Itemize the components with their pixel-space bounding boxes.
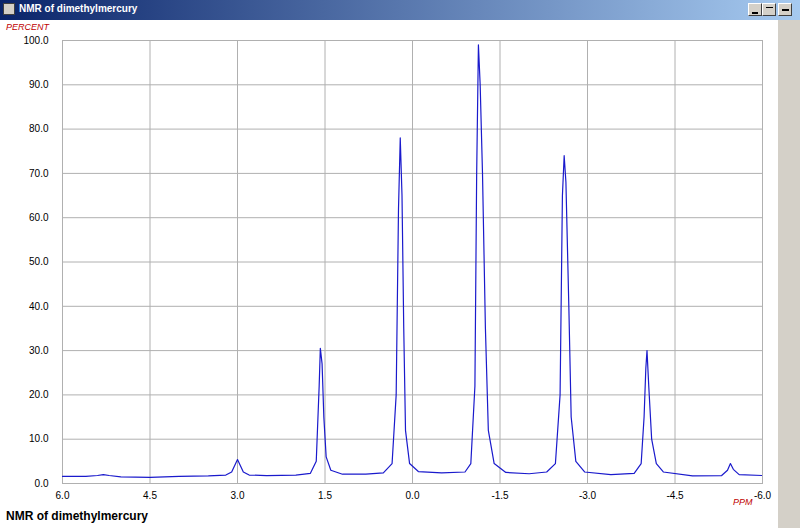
svg-text:-6.0: -6.0	[754, 490, 772, 501]
svg-text:1.5: 1.5	[318, 490, 332, 501]
svg-text:100.0: 100.0	[23, 35, 48, 46]
html-text:NMR of dimethylmercury: NMR of dimethylmercury	[6, 509, 148, 523]
html-text:PERCENT: PERCENT	[6, 22, 49, 32]
html-text:NMR of dimethylmercury: NMR of dimethylmercury	[19, 3, 138, 14]
svg-text:0.0: 0.0	[35, 478, 49, 489]
svg-text:-1.5: -1.5	[491, 490, 509, 501]
svg-text:0.0: 0.0	[406, 490, 420, 501]
svg-text:90.0: 90.0	[29, 79, 49, 90]
svg-text:-4.5: -4.5	[666, 490, 684, 501]
svg-text:20.0: 20.0	[29, 389, 49, 400]
svg-text:40.0: 40.0	[29, 301, 49, 312]
svg-text:3.0: 3.0	[231, 490, 245, 501]
svg-text:6.0: 6.0	[56, 490, 70, 501]
svg-text:80.0: 80.0	[29, 123, 49, 134]
svg-text:50.0: 50.0	[29, 256, 49, 267]
svg-text:70.0: 70.0	[29, 168, 49, 179]
svg-text:30.0: 30.0	[29, 345, 49, 356]
svg-text:-3.0: -3.0	[579, 490, 597, 501]
html-text:PPM: PPM	[733, 497, 753, 507]
svg-text:60.0: 60.0	[29, 212, 49, 223]
svg-text:10.0: 10.0	[29, 433, 49, 444]
svg-text:4.5: 4.5	[143, 490, 157, 501]
